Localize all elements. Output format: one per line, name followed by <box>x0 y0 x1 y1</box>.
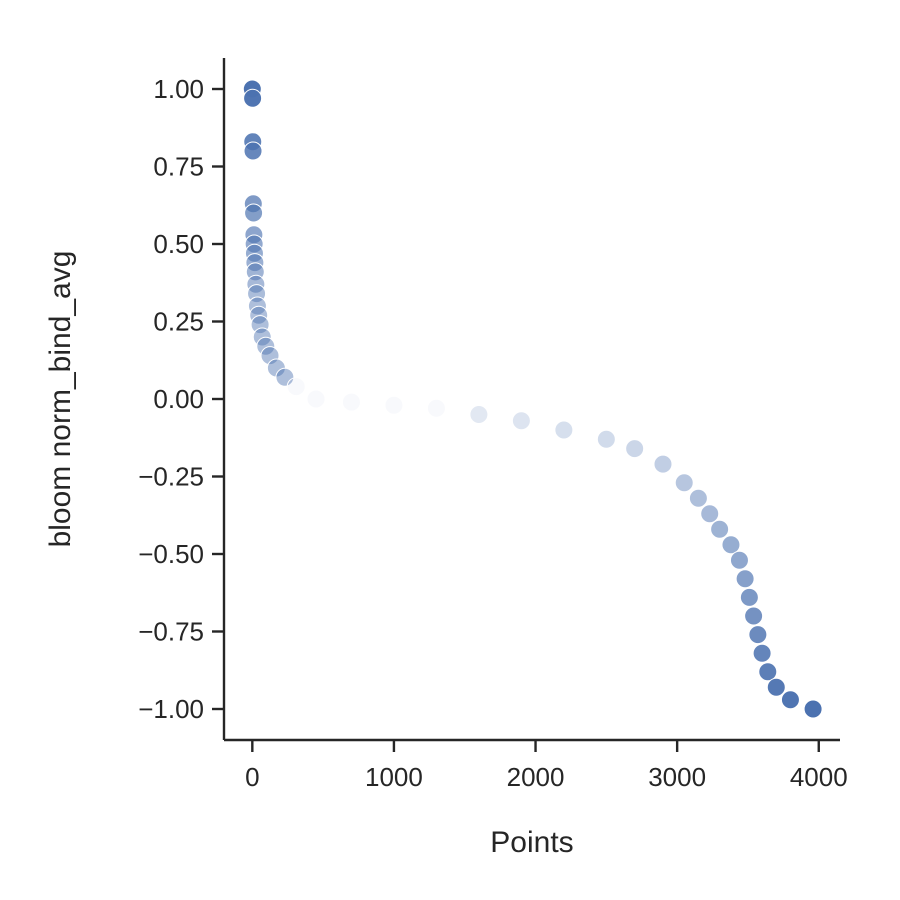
data-point <box>554 420 574 440</box>
y-tick-label: 0.75 <box>153 152 204 182</box>
data-point <box>244 203 264 223</box>
data-point <box>625 439 645 459</box>
data-point <box>739 587 759 607</box>
data-point <box>511 411 531 431</box>
y-tick-label: 1.00 <box>153 74 204 104</box>
x-tick-label: 4000 <box>790 762 848 792</box>
y-tick-label: 0.00 <box>153 384 204 414</box>
data-point <box>758 662 778 682</box>
data-point <box>243 141 263 161</box>
data-point <box>748 625 768 645</box>
data-point <box>469 405 489 424</box>
y-tick-label: 0.25 <box>153 307 204 337</box>
data-point <box>250 315 270 335</box>
data-point <box>700 504 720 524</box>
y-tick-label: −0.25 <box>138 462 204 492</box>
x-tick-label: 0 <box>245 762 259 792</box>
data-point <box>426 398 446 418</box>
data-point <box>286 377 306 397</box>
data-point <box>735 569 755 589</box>
data-point <box>688 488 708 508</box>
data-point <box>674 473 694 493</box>
data-point <box>306 389 326 409</box>
data-point <box>256 336 276 356</box>
data-point <box>710 519 730 539</box>
data-point <box>721 535 741 555</box>
y-tick-label: 0.50 <box>153 229 204 259</box>
data-point <box>275 367 295 387</box>
data-point <box>243 88 263 108</box>
data-point <box>653 454 673 474</box>
scatter-points <box>242 79 823 719</box>
data-point <box>780 690 800 710</box>
y-axis-ticks: 1.00 0.75 0.50 0.25 0.00 −0.25 −0.50 −0.75 −1.00 <box>138 74 224 724</box>
data-point <box>766 677 786 697</box>
y-tick-label: −0.50 <box>138 539 204 569</box>
y-tick-label: −1.00 <box>138 694 204 724</box>
data-point <box>260 346 280 366</box>
data-point <box>803 699 823 719</box>
data-point <box>729 550 749 570</box>
y-axis-title: bloom norm_bind_avg <box>44 251 77 548</box>
x-tick-label: 3000 <box>648 762 706 792</box>
x-tick-label: 2000 <box>507 762 565 792</box>
x-axis-title: Points <box>490 826 573 859</box>
data-point <box>384 395 404 415</box>
y-tick-label: −0.75 <box>138 617 204 647</box>
data-point <box>752 643 772 663</box>
data-point <box>596 429 616 449</box>
x-axis-ticks: 0 1000 2000 3000 4000 <box>245 740 848 792</box>
data-point <box>744 606 764 626</box>
x-tick-label: 1000 <box>365 762 423 792</box>
data-point <box>341 392 361 412</box>
